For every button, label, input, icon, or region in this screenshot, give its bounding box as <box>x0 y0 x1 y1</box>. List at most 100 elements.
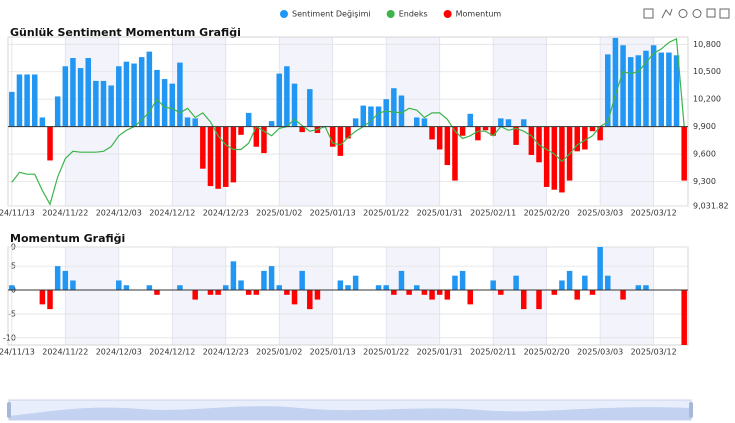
bar <box>85 58 91 127</box>
bar <box>635 285 642 291</box>
bar <box>54 266 61 291</box>
bar <box>436 126 443 150</box>
bar <box>620 290 626 300</box>
tool-save[interactable] <box>719 8 730 19</box>
bar <box>582 126 588 150</box>
bar <box>498 290 504 295</box>
bar <box>192 290 198 300</box>
x-tick-label: 2024/12/12 <box>149 209 195 218</box>
bar <box>215 126 221 189</box>
bar <box>138 57 145 127</box>
bar <box>31 74 38 127</box>
bar <box>192 118 198 127</box>
tool-copy[interactable] <box>706 8 716 18</box>
bar <box>223 285 229 291</box>
bar <box>528 126 535 155</box>
bar <box>398 95 405 127</box>
bar <box>207 290 214 295</box>
x-tick-label: 2024/11/13 <box>0 348 35 357</box>
bar <box>635 55 642 127</box>
legend-swatch <box>280 10 288 18</box>
zoom-preview <box>9 406 691 420</box>
bar <box>146 285 153 291</box>
bar <box>169 83 176 127</box>
line <box>11 37 685 206</box>
y-tick-label: 9,300 <box>693 177 716 186</box>
bar <box>520 290 527 310</box>
bar <box>93 80 99 127</box>
tool-zoom[interactable] <box>643 8 654 19</box>
bar <box>299 126 305 133</box>
y-tick-label: 10,800 <box>693 40 721 49</box>
bar <box>520 119 527 127</box>
bar <box>490 126 496 136</box>
bar <box>482 126 489 131</box>
bar <box>681 290 687 345</box>
bar <box>421 290 428 295</box>
x-tick-label: 2025/01/22 <box>363 348 409 357</box>
bar <box>307 290 313 310</box>
x-tick-label: 2024/12/23 <box>203 209 249 218</box>
bar <box>291 290 298 305</box>
x-tick-label: 2025/03/03 <box>577 348 623 357</box>
x-tick-label: 2025/02/11 <box>470 348 516 357</box>
zoom-handle[interactable] <box>689 402 693 418</box>
tool-restore[interactable] <box>678 9 688 18</box>
bar <box>230 126 237 183</box>
bar <box>620 45 626 127</box>
x-tick-label: 2025/03/12 <box>631 348 677 357</box>
x-tick-label: 2025/01/31 <box>417 348 463 357</box>
bar <box>352 118 359 127</box>
tool-line[interactable] <box>661 8 673 19</box>
bar <box>605 275 611 291</box>
x-tick-label: 2024/12/23 <box>203 348 249 357</box>
bar <box>498 118 504 127</box>
x-tick-label: 2025/03/12 <box>631 209 677 218</box>
x-tick-label: 2025/02/11 <box>470 209 516 218</box>
bar <box>429 290 435 300</box>
x-tick-label: 2024/12/03 <box>96 348 142 357</box>
bar <box>116 66 122 127</box>
split-area <box>172 247 226 345</box>
tool-refresh[interactable] <box>692 9 702 18</box>
bar <box>414 117 420 127</box>
bar <box>681 126 687 181</box>
bar <box>123 61 130 127</box>
y-tick-label: 9,031.82 <box>693 202 729 211</box>
bar <box>307 89 313 127</box>
bar <box>383 99 389 127</box>
bar <box>505 119 512 127</box>
bar <box>612 37 619 127</box>
zoom-handle[interactable] <box>7 402 11 418</box>
bar <box>650 45 657 127</box>
bar <box>375 285 382 291</box>
bar <box>177 62 183 127</box>
bar <box>54 96 61 127</box>
data-zoom[interactable] <box>7 399 693 421</box>
bar <box>551 126 558 190</box>
bar <box>62 66 69 127</box>
bar <box>223 126 229 187</box>
bar <box>467 290 473 305</box>
bar <box>116 280 122 291</box>
x-tick-label: 2025/01/02 <box>256 348 302 357</box>
bar <box>154 69 160 127</box>
bar <box>337 126 344 156</box>
x-tick-label: 2024/11/13 <box>0 209 35 218</box>
bar <box>375 106 382 127</box>
bar <box>421 118 428 127</box>
bar <box>329 126 336 147</box>
bar <box>268 121 275 127</box>
bar <box>62 270 69 291</box>
bar <box>589 290 596 295</box>
bar <box>666 52 672 127</box>
bar <box>154 290 160 295</box>
bar <box>108 85 114 127</box>
legend-label: Momentum <box>456 10 502 19</box>
split-area <box>600 247 654 345</box>
x-tick-label: 2025/01/13 <box>310 348 356 357</box>
bar <box>184 117 191 127</box>
bar <box>398 270 405 291</box>
bar <box>658 52 665 127</box>
